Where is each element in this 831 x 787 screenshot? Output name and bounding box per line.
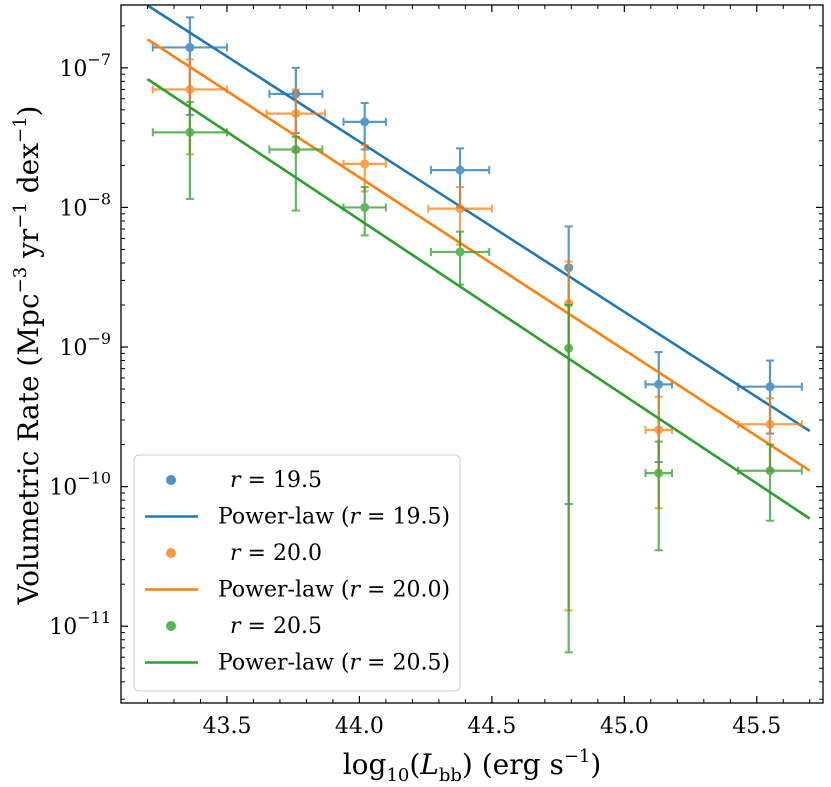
legend: r = 19.5 Power-law (r = 19.5) r = 20.0 Powe… (133, 454, 461, 692)
power-law-line (146, 38, 811, 472)
data-point (455, 165, 465, 175)
legend-entry: Power-law (r = 20.5) (145, 651, 450, 676)
data-point (185, 42, 195, 52)
legend-label: Power-law (r = 20.0) (218, 578, 450, 603)
series-fit-19-5 (146, 4, 811, 433)
legend-marker-swatch (166, 548, 176, 558)
y-tick-label: 10−11 (49, 608, 111, 640)
data-point-group (151, 100, 228, 200)
legend-entry: r = 20.5 (166, 614, 322, 639)
x-tick-label: 45.5 (732, 714, 781, 739)
legend-marker-swatch (166, 475, 176, 485)
legend-entry: Power-law (r = 19.5) (145, 505, 450, 530)
y-tick-label: 10−8 (59, 189, 111, 221)
data-point-group (342, 143, 387, 193)
data-point (654, 379, 664, 389)
data-point-group (429, 230, 491, 286)
data-point (185, 84, 195, 94)
data-point-group (737, 443, 803, 522)
data-point (455, 204, 465, 214)
data-point (765, 466, 775, 476)
data-point-group (268, 135, 324, 212)
data-point (654, 425, 664, 435)
x-tick-label: 45.0 (600, 714, 649, 739)
legend-marker-swatch (166, 621, 176, 631)
legend-label: r = 20.5 (230, 614, 322, 639)
legend-frame (133, 454, 461, 692)
series-points-19-5 (151, 16, 803, 506)
y-tick-label: 10−10 (49, 469, 111, 501)
legend-entry: Power-law (r = 20.0) (145, 578, 450, 603)
data-point (185, 127, 195, 137)
data-point-group (342, 101, 387, 151)
legend-entry: r = 19.5 (166, 468, 322, 493)
legend-label: Power-law (r = 20.5) (218, 651, 450, 676)
data-point (291, 144, 301, 154)
data-point (765, 382, 775, 392)
x-tick-label: 44.5 (467, 714, 516, 739)
data-point (360, 117, 370, 127)
legend-label: r = 20.0 (230, 541, 322, 566)
x-tick-label: 43.5 (202, 714, 251, 739)
legend-entry: r = 20.0 (166, 541, 322, 566)
y-axis-label: Volumetric Rate (Mpc−3 yr−1 dex−1) (10, 105, 45, 605)
series-fit-20-0 (146, 38, 811, 472)
series-fit-20-5 (146, 78, 811, 520)
axis-ticks: 43.5 44.0 44.5 45.0 45.5 10−11 10−10 10−9 10−8 10… (49, 5, 823, 739)
data-point (360, 159, 370, 169)
data-point-group (564, 303, 574, 654)
y-tick-label: 10−9 (59, 329, 111, 361)
plot-content (146, 4, 811, 654)
power-law-line (146, 4, 811, 433)
data-point (360, 202, 370, 212)
data-point (291, 109, 301, 119)
data-point (654, 468, 664, 478)
data-point-group (342, 186, 387, 237)
x-axis-label: log10(Lbb) (erg s−1) (343, 746, 602, 786)
legend-label: r = 19.5 (230, 468, 322, 493)
x-tick-label: 44.0 (335, 714, 384, 739)
data-point (765, 419, 775, 429)
data-point (564, 343, 574, 353)
data-point (455, 247, 465, 257)
series-points-20-5 (151, 100, 803, 654)
power-law-line (146, 78, 811, 520)
legend-label: Power-law (r = 19.5) (218, 505, 450, 530)
y-tick-label: 10−7 (59, 50, 111, 82)
plot-frame (120, 4, 824, 704)
data-point-group (644, 440, 674, 552)
